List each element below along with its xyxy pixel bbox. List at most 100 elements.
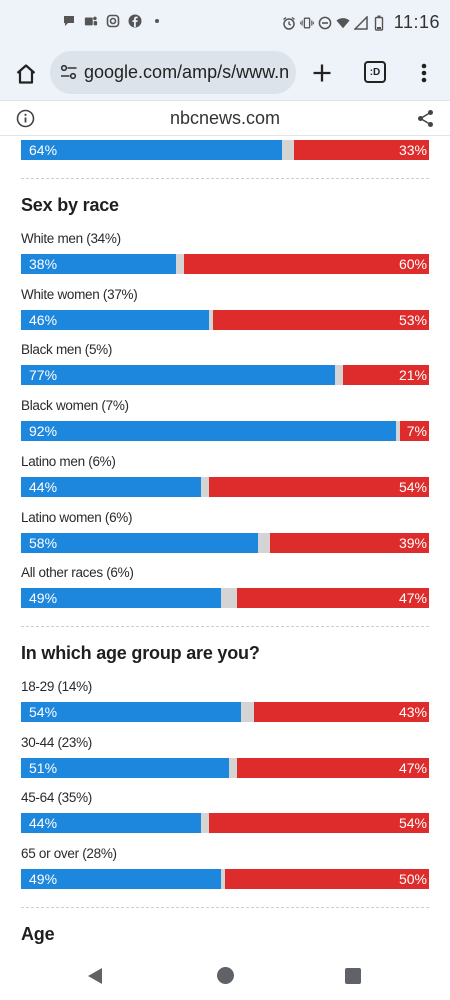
home-nav-icon[interactable] bbox=[217, 967, 234, 984]
dem-share-bar: 51% bbox=[21, 758, 229, 778]
rep-percent-label: 50% bbox=[398, 871, 427, 887]
chat-bubble-icon bbox=[62, 14, 76, 28]
row-label: 18-29 (14%) bbox=[21, 679, 92, 694]
share-icon[interactable] bbox=[417, 109, 434, 128]
exit-poll-content: 64% 33% Sex by race White men (34%) 38% 60% Wh… bbox=[0, 137, 450, 952]
rep-share-bar: 47% bbox=[237, 758, 429, 778]
vote-share-bar: 49% 50% bbox=[21, 869, 429, 889]
rep-percent-label: 21% bbox=[398, 367, 427, 383]
dem-percent-label: 64% bbox=[29, 142, 58, 158]
dem-share-bar: 49% bbox=[21, 588, 221, 608]
vote-share-bar: 38% 60% bbox=[21, 254, 429, 274]
section-heading: Sex by race bbox=[21, 195, 119, 215]
dem-percent-label: 58% bbox=[29, 535, 58, 551]
dnd-icon bbox=[318, 15, 332, 31]
vote-share-bar: 44% 54% bbox=[21, 813, 429, 833]
rep-percent-label: 54% bbox=[398, 479, 427, 495]
dem-share-bar: 38% bbox=[21, 254, 176, 274]
url-bar[interactable]: google.com/amp/s/www.n bbox=[50, 51, 296, 94]
dem-share-bar: 58% bbox=[21, 533, 258, 553]
dem-share-bar: 77% bbox=[21, 365, 335, 385]
vote-share-bar: 46% 53% bbox=[21, 310, 429, 330]
clock: 11:16 bbox=[393, 12, 440, 32]
rep-share-bar: 7% bbox=[400, 421, 429, 441]
rep-share-bar: 39% bbox=[270, 533, 429, 553]
url-text[interactable]: google.com/amp/s/www.n bbox=[84, 62, 290, 82]
info-icon[interactable] bbox=[16, 109, 35, 128]
vote-share-bar: 44% 54% bbox=[21, 477, 429, 497]
dem-percent-label: 38% bbox=[29, 256, 58, 272]
signal-icon bbox=[353, 15, 368, 31]
dem-percent-label: 49% bbox=[29, 871, 58, 887]
other-share-bar bbox=[221, 588, 237, 608]
rep-percent-label: 53% bbox=[398, 312, 427, 328]
dem-percent-label: 92% bbox=[29, 423, 58, 439]
rep-share-bar: 54% bbox=[209, 813, 429, 833]
rep-share-bar: 60% bbox=[184, 254, 429, 274]
system-nav-bar bbox=[0, 952, 450, 1000]
row-label: Latino men (6%) bbox=[21, 454, 116, 469]
section-heading: In which age group are you? bbox=[21, 643, 260, 663]
rep-share-bar: 54% bbox=[209, 477, 429, 497]
dem-share-bar: 46% bbox=[21, 310, 209, 330]
vote-share-bar: 77% 21% bbox=[21, 365, 429, 385]
home-icon bbox=[16, 64, 36, 84]
dem-share-bar: 92% bbox=[21, 421, 396, 441]
vote-share-bar: 64% 33% bbox=[21, 140, 429, 160]
rep-percent-label: 43% bbox=[398, 704, 427, 720]
rep-share-bar: 47% bbox=[237, 588, 429, 608]
vote-share-bar: 51% 47% bbox=[21, 758, 429, 778]
overflow-menu-button[interactable] bbox=[417, 60, 431, 86]
row-label: Black men (5%) bbox=[21, 342, 113, 357]
rep-percent-label: 39% bbox=[398, 535, 427, 551]
vote-share-bar: 49% 47% bbox=[21, 588, 429, 608]
other-share-bar bbox=[258, 533, 270, 553]
other-share-bar bbox=[201, 477, 209, 497]
status-bar: 11:16 bbox=[0, 0, 450, 48]
back-icon[interactable] bbox=[86, 966, 104, 986]
vote-share-bar: 54% 43% bbox=[21, 702, 429, 722]
row-label: 65 or over (28%) bbox=[21, 846, 117, 861]
other-share-bar bbox=[282, 140, 294, 160]
system-icons: 11:16 bbox=[282, 12, 440, 33]
dem-share-bar: 49% bbox=[21, 869, 221, 889]
row-label: White women (37%) bbox=[21, 287, 138, 302]
plus-icon bbox=[313, 64, 331, 82]
dem-percent-label: 54% bbox=[29, 704, 58, 720]
rep-percent-label: 47% bbox=[398, 590, 427, 606]
tab-switcher-button[interactable]: :D bbox=[364, 61, 386, 83]
instagram-icon bbox=[106, 14, 120, 28]
browser-toolbar: google.com/amp/s/www.n :D bbox=[0, 48, 450, 100]
vote-share-bar: 58% 39% bbox=[21, 533, 429, 553]
more-vert-icon bbox=[421, 63, 427, 83]
dem-share-bar: 64% bbox=[21, 140, 282, 160]
amp-site-bar: nbcnews.com bbox=[0, 100, 450, 136]
recents-icon[interactable] bbox=[345, 968, 361, 984]
section-heading: Age bbox=[21, 924, 55, 944]
dem-percent-label: 51% bbox=[29, 760, 58, 776]
other-share-bar bbox=[209, 310, 213, 330]
notification-icons bbox=[62, 14, 164, 28]
site-domain: nbcnews.com bbox=[169, 108, 281, 128]
rep-percent-label: 54% bbox=[398, 815, 427, 831]
other-share-bar bbox=[229, 758, 237, 778]
home-button[interactable] bbox=[13, 61, 39, 87]
rep-share-bar: 43% bbox=[254, 702, 429, 722]
dem-percent-label: 44% bbox=[29, 479, 58, 495]
dem-share-bar: 44% bbox=[21, 477, 201, 497]
teams-icon bbox=[84, 14, 98, 28]
battery-icon bbox=[372, 15, 386, 31]
row-label: 45-64 (35%) bbox=[21, 790, 92, 805]
dem-percent-label: 46% bbox=[29, 312, 58, 328]
row-label: Latino women (6%) bbox=[21, 510, 133, 525]
row-label: White men (34%) bbox=[21, 231, 121, 246]
section-divider bbox=[21, 626, 429, 627]
row-label: Black women (7%) bbox=[21, 398, 129, 413]
facebook-icon bbox=[128, 14, 142, 28]
vote-share-bar: 92% 7% bbox=[21, 421, 429, 441]
other-share-bar bbox=[241, 702, 254, 722]
new-tab-button[interactable] bbox=[309, 60, 335, 86]
dem-percent-label: 44% bbox=[29, 815, 58, 831]
site-settings-icon[interactable] bbox=[60, 63, 78, 81]
rep-percent-label: 7% bbox=[406, 423, 427, 439]
